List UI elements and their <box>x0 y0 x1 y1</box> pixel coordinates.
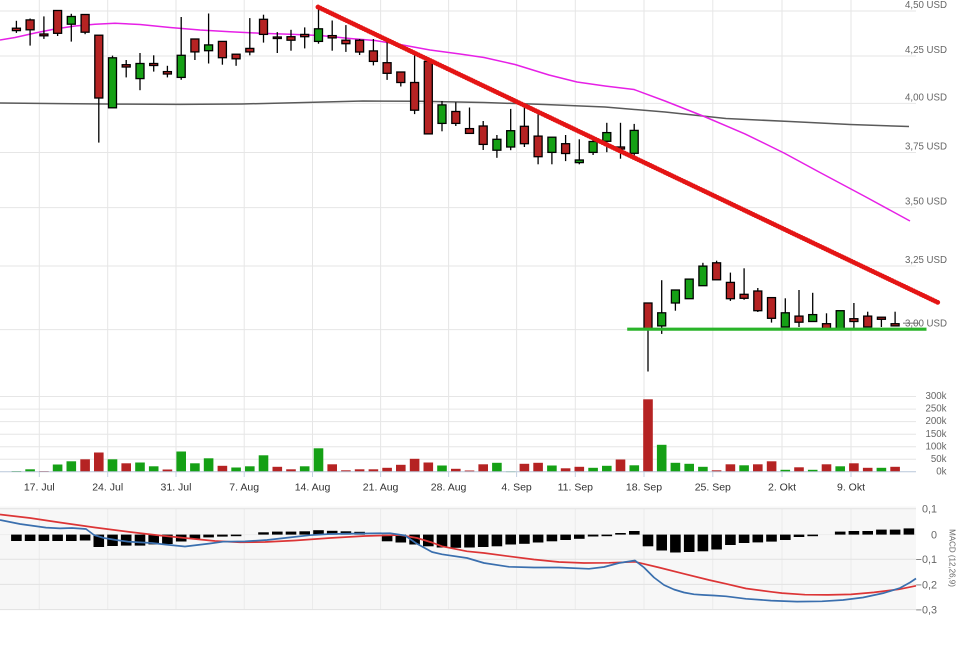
svg-text:2. Okt: 2. Okt <box>768 482 796 494</box>
svg-text:25. Sep: 25. Sep <box>695 482 731 494</box>
svg-text:18. Sep: 18. Sep <box>626 482 662 494</box>
svg-text:24. Jul: 24. Jul <box>92 482 123 494</box>
svg-text:14. Aug: 14. Aug <box>295 482 331 494</box>
svg-text:100k: 100k <box>925 441 946 452</box>
svg-text:9. Okt: 9. Okt <box>837 482 865 494</box>
svg-text:300k: 300k <box>925 391 946 402</box>
svg-text:17. Jul: 17. Jul <box>24 482 55 494</box>
svg-text:3,25 USD: 3,25 USD <box>905 255 947 266</box>
svg-text:11. Sep: 11. Sep <box>558 482 594 494</box>
svg-text:21. Aug: 21. Aug <box>363 482 399 494</box>
svg-text:0,1: 0,1 <box>922 504 937 516</box>
svg-text:50k: 50k <box>931 454 947 465</box>
svg-text:−0,1: −0,1 <box>916 554 937 566</box>
svg-text:250k: 250k <box>925 404 946 415</box>
svg-text:−0,2: −0,2 <box>916 579 937 591</box>
svg-text:3,50 USD: 3,50 USD <box>905 197 947 208</box>
svg-text:3,00 USD: 3,00 USD <box>905 319 947 330</box>
svg-text:7. Aug: 7. Aug <box>229 482 259 494</box>
svg-text:4. Sep: 4. Sep <box>501 482 532 494</box>
svg-text:4,00 USD: 4,00 USD <box>905 93 947 104</box>
svg-text:0: 0 <box>931 530 937 542</box>
svg-text:MACD (12,26,9): MACD (12,26,9) <box>948 529 957 587</box>
svg-text:3,75 USD: 3,75 USD <box>905 142 947 153</box>
svg-text:31. Jul: 31. Jul <box>161 482 192 494</box>
svg-text:28. Aug: 28. Aug <box>431 482 467 494</box>
svg-text:150k: 150k <box>925 429 946 440</box>
svg-text:−0,3: −0,3 <box>916 605 937 617</box>
svg-text:4,25 USD: 4,25 USD <box>905 45 947 56</box>
svg-text:0k: 0k <box>936 466 946 477</box>
svg-text:200k: 200k <box>925 416 946 427</box>
svg-text:4,50 USD: 4,50 USD <box>905 0 947 11</box>
